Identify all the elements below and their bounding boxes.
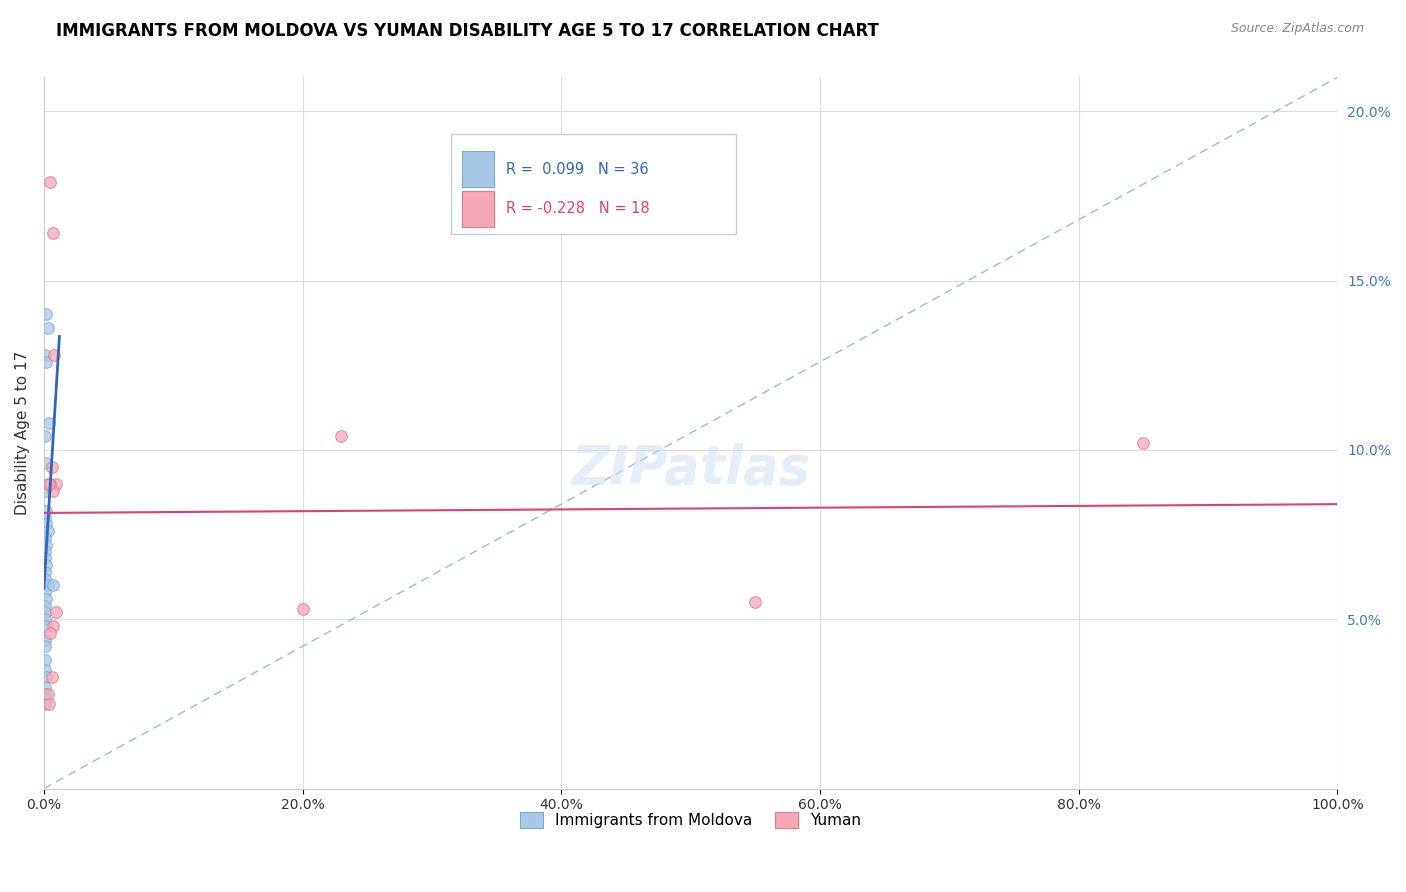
Text: R =  0.099   N = 36: R = 0.099 N = 36	[506, 161, 648, 177]
Text: R = -0.228   N = 18: R = -0.228 N = 18	[506, 202, 650, 217]
Immigrants from Moldova	[35, 308, 58, 322]
Yuman	[37, 687, 59, 701]
Immigrants from Moldova	[42, 578, 65, 592]
Immigrants from Moldova	[35, 670, 58, 684]
Immigrants from Moldova	[34, 348, 56, 362]
Yuman	[330, 429, 353, 443]
Immigrants from Moldova	[34, 585, 56, 599]
Yuman	[44, 476, 66, 491]
Yuman	[44, 606, 66, 620]
Y-axis label: Disability Age 5 to 17: Disability Age 5 to 17	[15, 351, 30, 515]
Yuman	[41, 670, 63, 684]
Text: IMMIGRANTS FROM MOLDOVA VS YUMAN DISABILITY AGE 5 TO 17 CORRELATION CHART: IMMIGRANTS FROM MOLDOVA VS YUMAN DISABIL…	[56, 22, 879, 40]
Yuman	[42, 483, 65, 498]
Immigrants from Moldova	[34, 640, 56, 654]
FancyBboxPatch shape	[461, 191, 494, 227]
Immigrants from Moldova	[34, 599, 56, 613]
Immigrants from Moldova	[35, 538, 58, 552]
Immigrants from Moldova	[34, 606, 56, 620]
FancyBboxPatch shape	[451, 135, 735, 234]
Yuman	[744, 595, 766, 609]
Legend: Immigrants from Moldova, Yuman: Immigrants from Moldova, Yuman	[513, 806, 868, 834]
Immigrants from Moldova	[34, 697, 56, 711]
Yuman	[42, 226, 65, 240]
Immigrants from Moldova	[34, 680, 56, 694]
Immigrants from Moldova	[34, 663, 56, 677]
Immigrants from Moldova	[34, 572, 56, 586]
Immigrants from Moldova	[37, 578, 59, 592]
Yuman	[1132, 436, 1154, 450]
Yuman	[44, 348, 66, 362]
Immigrants from Moldova	[35, 355, 58, 369]
Yuman	[41, 459, 63, 474]
Immigrants from Moldova	[34, 551, 56, 566]
Immigrants from Moldova	[35, 558, 58, 572]
Immigrants from Moldova	[35, 591, 58, 606]
Immigrants from Moldova	[34, 653, 56, 667]
Immigrants from Moldova	[34, 632, 56, 647]
Immigrants from Moldova	[34, 565, 56, 579]
Immigrants from Moldova	[35, 504, 58, 518]
Immigrants from Moldova	[34, 531, 56, 545]
FancyBboxPatch shape	[461, 152, 494, 187]
Yuman	[38, 476, 60, 491]
Immigrants from Moldova	[35, 457, 58, 471]
Yuman	[42, 619, 65, 633]
Yuman	[39, 175, 62, 189]
Text: Source: ZipAtlas.com: Source: ZipAtlas.com	[1230, 22, 1364, 36]
Immigrants from Moldova	[37, 524, 59, 538]
Immigrants from Moldova	[34, 483, 56, 498]
Immigrants from Moldova	[35, 517, 58, 532]
Immigrants from Moldova	[34, 429, 56, 443]
Immigrants from Moldova	[34, 510, 56, 524]
Yuman	[38, 697, 60, 711]
Immigrants from Moldova	[35, 619, 58, 633]
Immigrants from Moldova	[37, 321, 59, 335]
Immigrants from Moldova	[34, 687, 56, 701]
Yuman	[291, 602, 314, 616]
Immigrants from Moldova	[34, 544, 56, 558]
Immigrants from Moldova	[37, 476, 59, 491]
Yuman	[39, 476, 62, 491]
Yuman	[39, 625, 62, 640]
Immigrants from Moldova	[38, 416, 60, 430]
Immigrants from Moldova	[34, 612, 56, 626]
Text: ZIPatlas: ZIPatlas	[571, 442, 810, 494]
